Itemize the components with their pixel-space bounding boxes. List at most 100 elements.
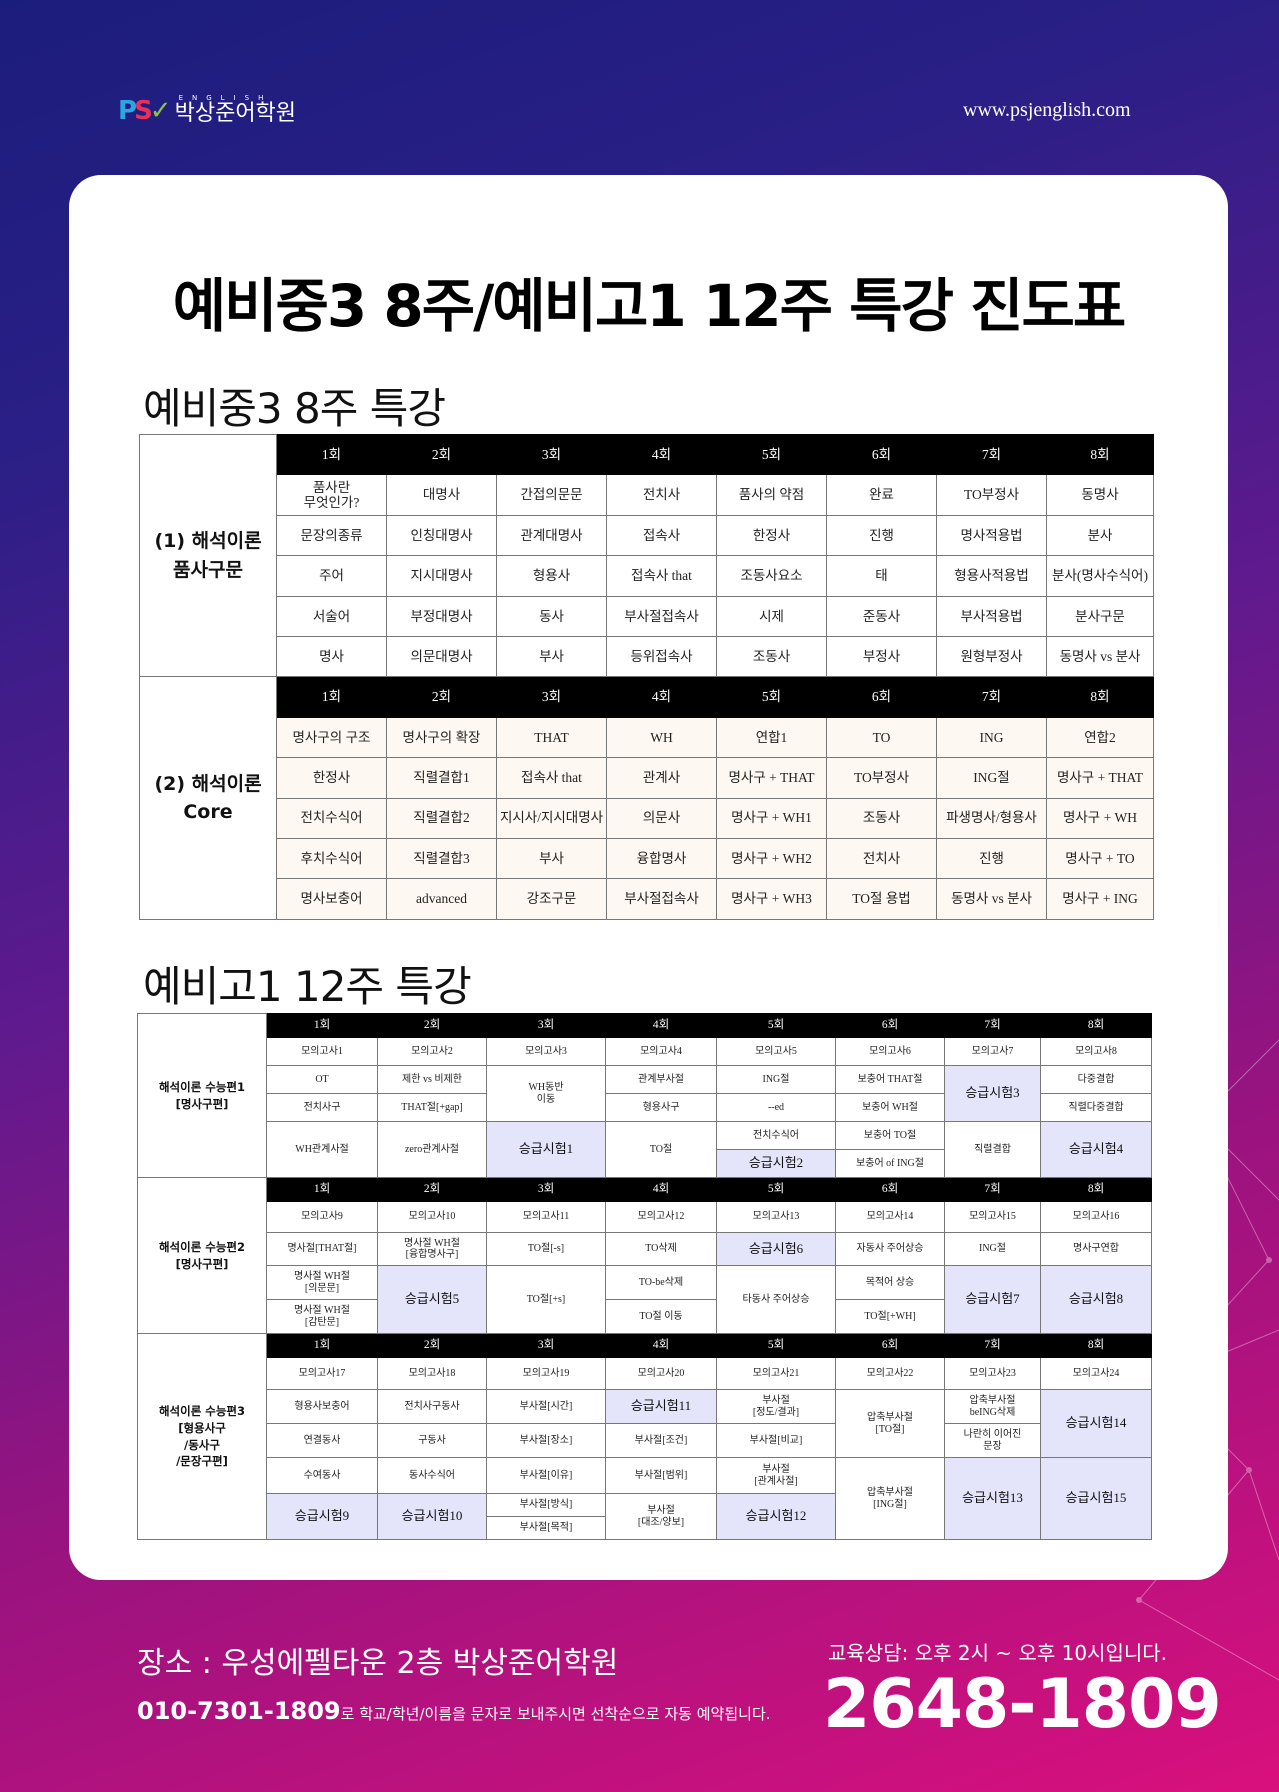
promotion-exam-cell: 승급시험6 xyxy=(716,1232,836,1266)
consult-hours: 교육상담: 오후 2시 ~ 오후 10시입니다. xyxy=(828,1641,1168,1665)
table-cell: 전치사구동사 xyxy=(377,1389,487,1424)
table-cell: 간접의문문 xyxy=(496,474,607,516)
table-cell: 부사 xyxy=(496,635,607,678)
session-header: 4회 xyxy=(606,433,717,476)
table-cell: 부사절접속사 xyxy=(606,878,717,920)
table-cell: 부사절[범위] xyxy=(605,1457,717,1494)
session-header: 3회 xyxy=(496,433,607,476)
table-cell: TO절[-s] xyxy=(486,1232,606,1266)
table-cell: 후치수식어 xyxy=(276,837,387,880)
header-row: 해석이론 수능편2 [명사구편] 1회 2회 3회 4회 5회 6회 7회 8회 xyxy=(137,1177,1152,1334)
table-cell: 직렬결합1 xyxy=(386,757,497,799)
table-row: 모의고사9 모의고사10 모의고사11 모의고사12 모의고사13 모의고사14 모의고사1… xyxy=(138,1201,1152,1233)
session-header: 7회 xyxy=(944,1177,1041,1202)
table-cell: 진행 xyxy=(826,514,937,557)
table-cell: 명사구 + THAT xyxy=(1046,757,1154,799)
table-cell: 자동사 주어상승 xyxy=(835,1232,945,1266)
table-cell: 모의고사10 xyxy=(377,1201,487,1233)
table-cell: TO-be삭제 xyxy=(605,1265,717,1300)
table-cell: 명사 xyxy=(276,635,387,678)
table-cell: WH관계사절 xyxy=(266,1121,378,1178)
table-cell: 명사절 WH절 [의문문] xyxy=(266,1265,378,1300)
table-cell: 모의고사23 xyxy=(944,1357,1041,1390)
table-cell: 연합1 xyxy=(716,716,827,759)
sms-instructions: 로 학교/학년/이름을 문자로 보내주시면 선착순으로 자동 예약됩니다. xyxy=(340,1705,771,1723)
table-row: 주어 지시대명사 형용사 접속사 that 조동사요소 태 형용사적용법 분사(명사수식어) xyxy=(140,555,1154,597)
table-row: 연결동사 구동사 부사절[장소] 부사절[조건] 부사절[비교] 나란히 이어진 문장 xyxy=(138,1423,1152,1458)
session-header: 5회 xyxy=(716,1013,836,1038)
table-cell: 동명사 vs 분사 xyxy=(1046,635,1154,678)
table-cell: 부사절 [관계사절] xyxy=(716,1457,836,1494)
table-cell: 관계대명사 xyxy=(496,514,607,557)
table-cell: 모의고사20 xyxy=(605,1357,717,1390)
table-cell: 접속사 that xyxy=(606,555,717,597)
table-cell: THAT절[+gap] xyxy=(377,1093,487,1122)
table-row: 전치수식어 직렬결합2 지시사/지시대명사 의문사 명사구 + WH1 조동사 파생명사/형… xyxy=(140,797,1154,839)
table-cell: TO삭제 xyxy=(605,1232,717,1266)
table-cell: 모의고사9 xyxy=(266,1201,378,1233)
session-header: 7회 xyxy=(936,433,1047,476)
table-row: 모의고사17 모의고사18 모의고사19 모의고사20 모의고사21 모의고사22 모의고사… xyxy=(138,1357,1152,1390)
table-cell: zero관계사절 xyxy=(377,1121,487,1178)
table-cell: 조동사 xyxy=(716,635,827,678)
table-cell: 모의고사17 xyxy=(266,1357,378,1390)
table-cell: 접속사 xyxy=(606,514,717,557)
table-cell: 명사구의 구조 xyxy=(276,716,387,759)
table-cell: 명사구 + WH xyxy=(1046,797,1154,839)
table-cell: 진행 xyxy=(936,837,1047,880)
table-cell: 명사절[THAT절] xyxy=(266,1232,378,1266)
session-header: 1회 xyxy=(266,1333,378,1358)
table-cell: 분사구문 xyxy=(1046,595,1154,637)
session-header: 6회 xyxy=(826,676,937,718)
table-cell: 등위접속사 xyxy=(606,635,717,678)
table-cell: WH xyxy=(606,716,717,759)
table-cell: 강조구문 xyxy=(496,878,607,920)
table-cell: 부정사 xyxy=(826,635,937,678)
table-cell: 부사 xyxy=(496,837,607,880)
table-cell: TO절 xyxy=(605,1121,717,1178)
logo-name: 박상준어학원 xyxy=(174,101,297,126)
table-cell: 부사절[이유] xyxy=(486,1457,606,1494)
table-cell: 부사절[장소] xyxy=(486,1423,606,1458)
table-cell: 목적어 상승 xyxy=(835,1265,945,1300)
table-cell: TO절 용법 xyxy=(826,878,937,920)
table-cell: 부사절[방식] xyxy=(486,1493,606,1517)
table-cell: 조동사 xyxy=(826,797,937,839)
session-header: 8회 xyxy=(1046,676,1154,718)
table-cell: 인칭대명사 xyxy=(386,514,497,557)
table-cell: 직렬결합 xyxy=(944,1121,1041,1178)
session-header: 2회 xyxy=(377,1177,487,1202)
page-title: 예비중3 8주/예비고1 12주 특강 진도표 xyxy=(172,272,1126,340)
table-cell: 모의고사4 xyxy=(605,1037,717,1066)
session-header: 3회 xyxy=(496,676,607,718)
website-link[interactable]: www.psjenglish.com xyxy=(963,99,1131,121)
table-cell: 조동사요소 xyxy=(716,555,827,597)
table-cell: 형용사구 xyxy=(605,1093,717,1122)
table-row: 품사란 무엇인가? 대명사 간접의문문 전치사 품사의 약점 완료 TO부정사 동명사 xyxy=(140,474,1154,516)
section1-title: 예비중3 8주 특강 xyxy=(143,384,446,433)
promotion-exam-cell: 승급시험8 xyxy=(1040,1265,1152,1334)
promotion-exam-cell: 승급시험9 xyxy=(266,1493,378,1540)
table-cell: 보충어 TO절 xyxy=(835,1121,945,1150)
table-cell: 의문사 xyxy=(606,797,717,839)
table-row: 부사절[목적] xyxy=(138,1516,1152,1540)
table-row: WH관계사절 zero관계사절 승급시험1 TO절 전치수식어 보충어 TO절 직렬결합 승급… xyxy=(138,1121,1152,1178)
table-cell: 태 xyxy=(826,555,937,597)
table-row: 명사구의 구조 명사구의 확장 THAT WH 연합1 TO ING 연합2 xyxy=(140,716,1154,759)
session-header: 1회 xyxy=(276,433,387,476)
session-header: 8회 xyxy=(1046,433,1154,476)
promotion-exam-cell: 승급시험14 xyxy=(1040,1389,1152,1458)
table-cell: 품사의 약점 xyxy=(716,474,827,516)
session-header: 6회 xyxy=(835,1013,945,1038)
section2-title: 예비고1 12주 특강 xyxy=(143,962,472,1011)
table-cell: WH동반 이동 xyxy=(486,1065,606,1122)
table-row: 문장의종류 인칭대명사 관계대명사 접속사 한정사 진행 명사적용법 분사 xyxy=(140,514,1154,557)
table-cell: 나란히 이어진 문장 xyxy=(944,1423,1041,1458)
table-cell: 완료 xyxy=(826,474,937,516)
table-row: 서술어 부정대명사 동사 부사절접속사 시제 준동사 부사적용법 분사구문 xyxy=(140,595,1154,637)
session-header: 5회 xyxy=(716,676,827,718)
table-cell: 연결동사 xyxy=(266,1423,378,1458)
table-cell: 형용사적용법 xyxy=(936,555,1047,597)
table-row: OT 제한 vs 비제한 WH동반 이동 관계부사절 ING절 보충어 THAT절 승급시험… xyxy=(138,1065,1152,1122)
table-cell: 명사구 + WH1 xyxy=(716,797,827,839)
